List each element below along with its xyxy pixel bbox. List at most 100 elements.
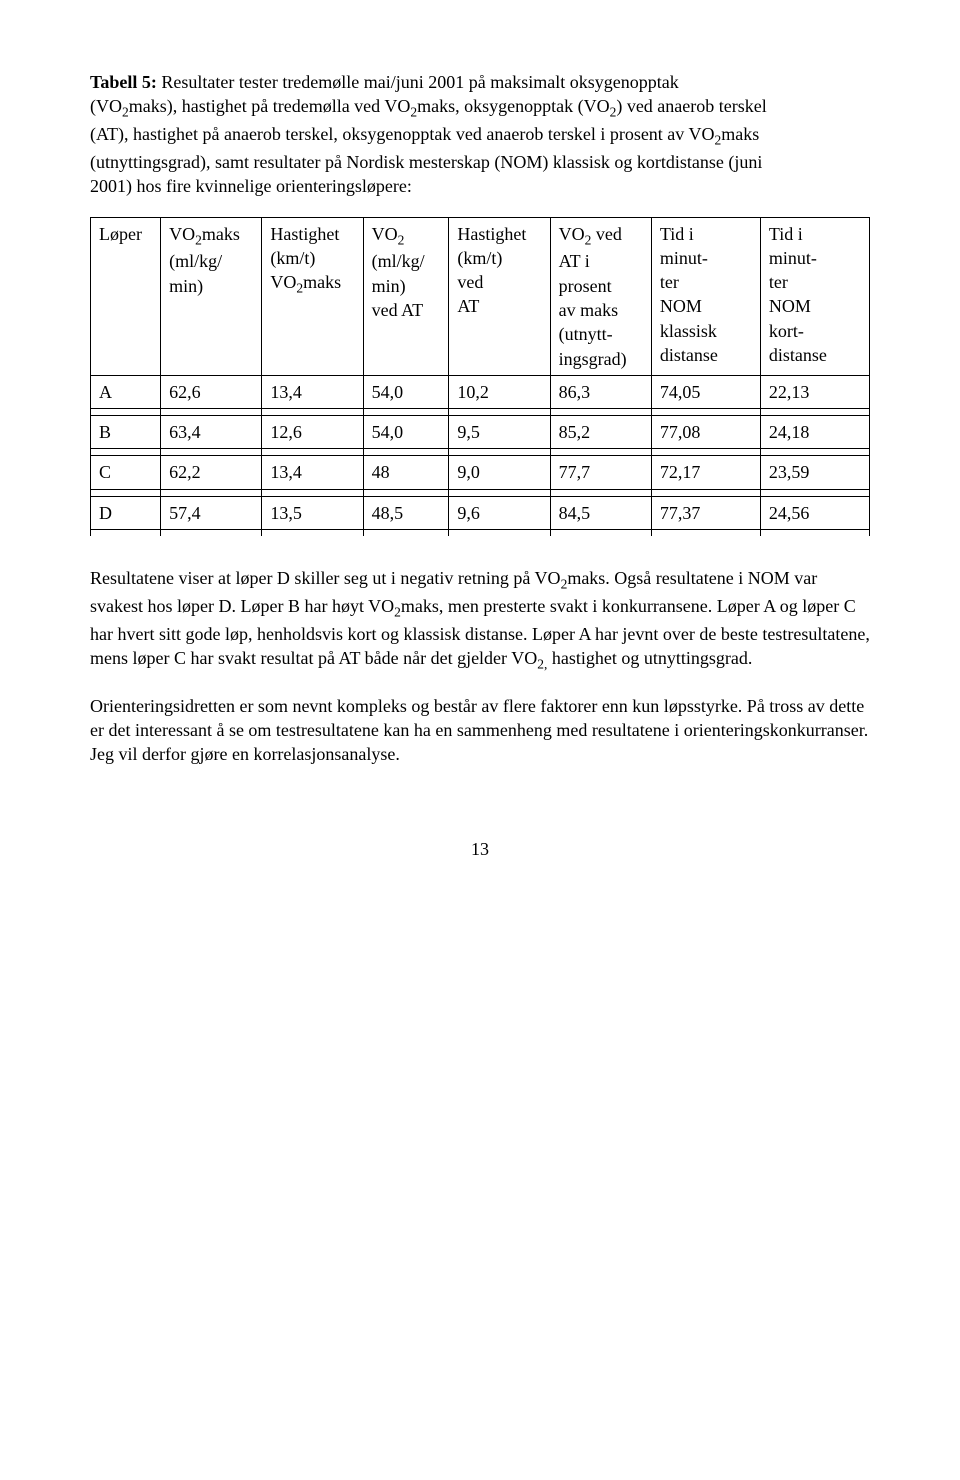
- cell-v3: 48,5: [363, 496, 449, 529]
- row-spacer: [91, 449, 870, 456]
- h5a: Hastighet: [457, 224, 526, 244]
- cell-v7: 24,18: [760, 416, 869, 449]
- table-header-row: Løper VO2maks (ml/kg/ min) Hastighet (km…: [91, 217, 870, 375]
- col-vo2-at: VO2 (ml/kg/ min) ved AT: [363, 217, 449, 375]
- h8f: distanse: [769, 345, 827, 365]
- h1: Løper: [99, 224, 142, 244]
- cell-loper: A: [91, 375, 161, 408]
- h4c: min): [372, 276, 406, 296]
- h8d: NOM: [769, 296, 811, 316]
- cell-v1: 63,4: [161, 416, 262, 449]
- caption-l3b: maks: [721, 124, 759, 144]
- caption-l2b: maks), hastighet på tredemølla ved VO: [129, 96, 411, 116]
- h7f: distanse: [660, 345, 718, 365]
- cell-v2: 12,6: [262, 416, 363, 449]
- h7b: minut-: [660, 248, 708, 268]
- row-spacer: [91, 489, 870, 496]
- table-row: A 62,6 13,4 54,0 10,2 86,3 74,05 22,13: [91, 375, 870, 408]
- h7e: klassisk: [660, 321, 717, 341]
- p1s3: 2,: [537, 657, 547, 672]
- cell-loper: B: [91, 416, 161, 449]
- cell-v1: 57,4: [161, 496, 262, 529]
- h8c: ter: [769, 272, 788, 292]
- results-table: Løper VO2maks (ml/kg/ min) Hastighet (km…: [90, 217, 870, 536]
- cell-loper: D: [91, 496, 161, 529]
- col-nom-kort: Tid i minut- ter NOM kort- distanse: [760, 217, 869, 375]
- p1d: hastighet og utnyttingsgrad.: [547, 648, 752, 668]
- cell-v4: 9,6: [449, 496, 550, 529]
- table-row: C 62,2 13,4 48 9,0 77,7 72,17 23,59: [91, 456, 870, 489]
- cell-v2: 13,5: [262, 496, 363, 529]
- h4d: ved AT: [372, 300, 424, 320]
- h6c: AT i: [559, 251, 590, 271]
- caption-l3a: (AT), hastighet på anaerob terskel, oksy…: [90, 124, 714, 144]
- cell-v3: 54,0: [363, 416, 449, 449]
- caption-l5: 2001) hos fire kvinnelige orienteringslø…: [90, 176, 412, 196]
- row-spacer: [91, 530, 870, 537]
- cell-v5: 85,2: [550, 416, 651, 449]
- caption-l4: (utnyttingsgrad), samt resultater på Nor…: [90, 152, 762, 172]
- h3a: Hastighet: [270, 224, 339, 244]
- h2sub: 2: [195, 232, 202, 247]
- h3d: maks: [303, 272, 341, 292]
- h2d: min): [169, 276, 203, 296]
- caption-l1: Resultater tester tredemølle mai/juni 20…: [157, 72, 679, 92]
- caption-sub1: 2: [122, 105, 129, 120]
- caption-l2a: (VO: [90, 96, 122, 116]
- caption-l2c: maks, oksygenopptak (VO: [417, 96, 609, 116]
- p1a: Resultatene viser at løper D skiller seg…: [90, 568, 561, 588]
- h4sub: 2: [398, 232, 405, 247]
- cell-v3: 48: [363, 456, 449, 489]
- cell-v7: 22,13: [760, 375, 869, 408]
- page-number: 13: [90, 837, 870, 861]
- cell-v7: 24,56: [760, 496, 869, 529]
- h7d: NOM: [660, 296, 702, 316]
- cell-v6: 74,05: [651, 375, 760, 408]
- cell-v5: 86,3: [550, 375, 651, 408]
- col-hastighet-vo2maks: Hastighet (km/t) VO2maks: [262, 217, 363, 375]
- h5b: (km/t): [457, 248, 502, 268]
- paragraph-2: Orienteringsidretten er som nevnt komple…: [90, 694, 870, 767]
- cell-v4: 9,5: [449, 416, 550, 449]
- cell-v3: 54,0: [363, 375, 449, 408]
- cell-v6: 77,08: [651, 416, 760, 449]
- cell-v5: 77,7: [550, 456, 651, 489]
- h2a: VO: [169, 224, 195, 244]
- h8a: Tid i: [769, 224, 803, 244]
- h6b: ved: [591, 224, 622, 244]
- h2c: (ml/kg/: [169, 251, 222, 271]
- table-row: D 57,4 13,5 48,5 9,6 84,5 77,37 24,56: [91, 496, 870, 529]
- cell-v2: 13,4: [262, 375, 363, 408]
- table-caption: Tabell 5: Resultater tester tredemølle m…: [90, 70, 870, 199]
- cell-v4: 10,2: [449, 375, 550, 408]
- row-spacer: [91, 409, 870, 416]
- h3c: VO: [270, 272, 296, 292]
- h3b: (km/t): [270, 248, 315, 268]
- h7c: ter: [660, 272, 679, 292]
- col-vo2maks: VO2maks (ml/kg/ min): [161, 217, 262, 375]
- col-hastighet-at: Hastighet (km/t) ved AT: [449, 217, 550, 375]
- h2b: maks: [202, 224, 240, 244]
- h6a: VO: [559, 224, 585, 244]
- h5d: AT: [457, 296, 479, 316]
- cell-v1: 62,6: [161, 375, 262, 408]
- p1s2: 2: [394, 604, 401, 619]
- col-loper: Løper: [91, 217, 161, 375]
- cell-v2: 13,4: [262, 456, 363, 489]
- h6d: prosent: [559, 276, 612, 296]
- caption-label: Tabell 5:: [90, 72, 157, 92]
- h8b: minut-: [769, 248, 817, 268]
- h6g: ingsgrad): [559, 349, 627, 369]
- h4a: VO: [372, 224, 398, 244]
- table-row: B 63,4 12,6 54,0 9,5 85,2 77,08 24,18: [91, 416, 870, 449]
- paragraph-1: Resultatene viser at løper D skiller seg…: [90, 566, 870, 674]
- cell-v6: 72,17: [651, 456, 760, 489]
- h4b: (ml/kg/: [372, 251, 425, 271]
- h6f: (utnytt-: [559, 324, 613, 344]
- cell-v1: 62,2: [161, 456, 262, 489]
- h5c: ved: [457, 272, 483, 292]
- h8e: kort-: [769, 321, 804, 341]
- col-utnyttingsgrad: VO2 ved AT i prosent av maks (utnytt- in…: [550, 217, 651, 375]
- h6e: av maks: [559, 300, 618, 320]
- cell-v5: 84,5: [550, 496, 651, 529]
